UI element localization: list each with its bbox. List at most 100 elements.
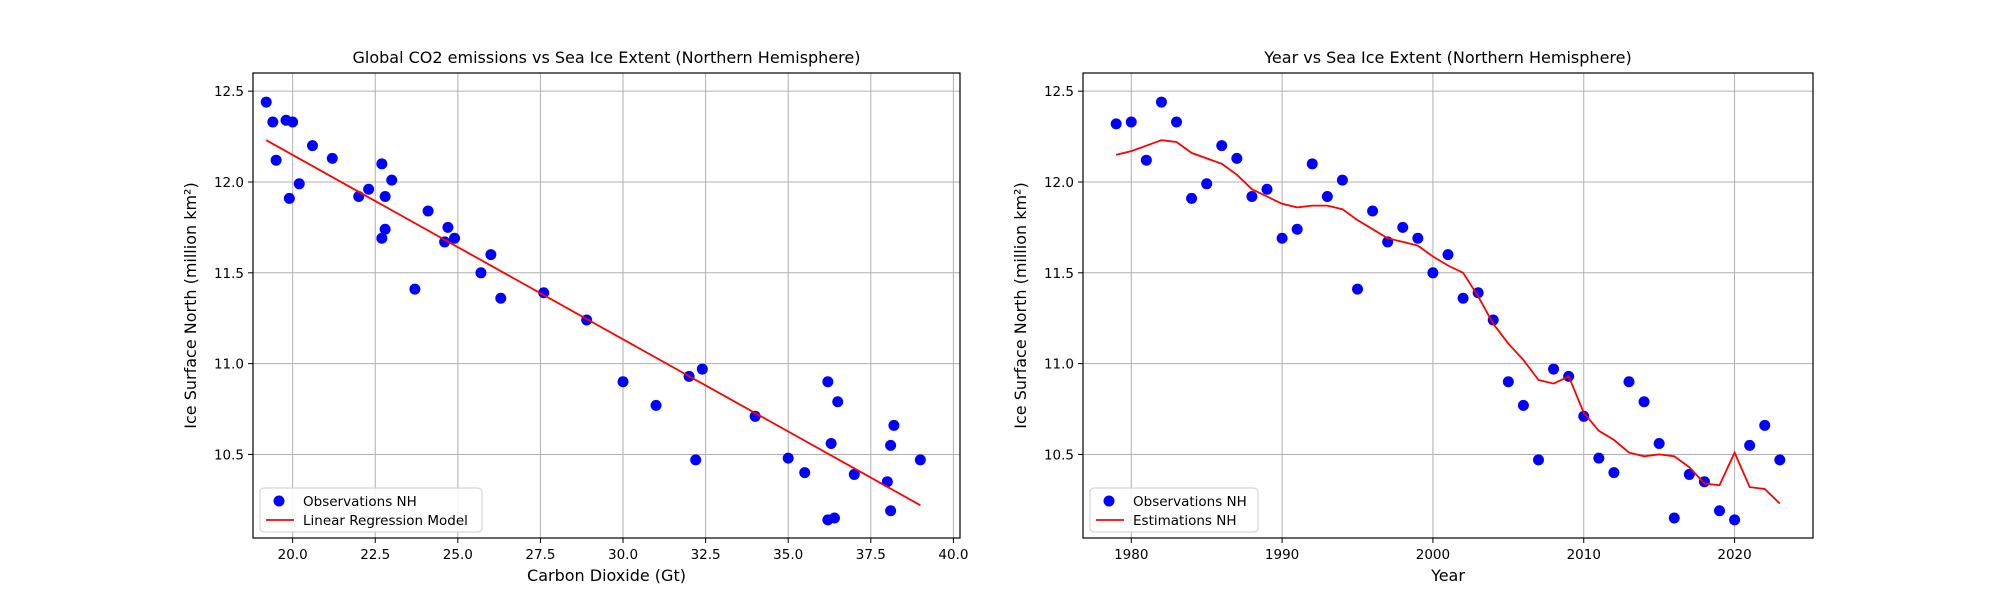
scatter-point [260, 96, 272, 108]
scatter-point [1623, 376, 1635, 388]
scatter-point [1502, 376, 1514, 388]
y-tick-label: 11.5 [214, 266, 244, 282]
scatter-point [848, 468, 860, 480]
scatter-point [1216, 140, 1228, 152]
scatter-point [1231, 152, 1243, 164]
year-vs-ice-chart: 1980 1990 2000 2010 2020 10.5 11.0 11.5 12.0 12.5… [1011, 48, 1814, 585]
y-tick-label: 12.0 [214, 175, 244, 191]
scatter-point [1186, 192, 1198, 204]
scatter-point [1548, 363, 1560, 375]
legend-label-observations: Observations NH [1133, 494, 1247, 510]
y-tick-label: 12.5 [1044, 84, 1074, 100]
scatter-point [1532, 454, 1544, 466]
scatter-point [376, 158, 388, 170]
scatter-point [885, 439, 897, 451]
scatter-point [828, 512, 840, 524]
scatter-point [1352, 283, 1364, 295]
scatter-point [449, 232, 461, 244]
scatter-point [1744, 439, 1756, 451]
scatter-point [1668, 512, 1680, 524]
scatter-point [1729, 514, 1741, 526]
scatter-point [1653, 438, 1665, 450]
legend-label-estimations: Estimations NH [1133, 513, 1236, 529]
legend-label-observations: Observations NH [303, 494, 417, 510]
x-tick-label: 25.0 [443, 547, 473, 563]
y-tick-label: 12.0 [1044, 175, 1074, 191]
scatter-point [386, 174, 398, 186]
x-tick-label: 1980 [1114, 547, 1148, 563]
scatter-point [363, 183, 375, 195]
y-tick-label: 10.5 [214, 447, 244, 463]
scatter-point [1110, 118, 1122, 130]
scatter-point [1155, 96, 1167, 108]
scatter-point [888, 419, 900, 431]
scatter-point [690, 454, 702, 466]
scatter-point [485, 249, 497, 261]
scatter-point [326, 152, 338, 164]
x-axis-label: Year [1430, 566, 1465, 585]
y-tick-label: 10.5 [1044, 447, 1074, 463]
legend-scatter-marker [1103, 495, 1115, 507]
x-tick-label: 27.5 [525, 547, 555, 563]
grid [1083, 73, 1813, 538]
scatter-point [1472, 287, 1484, 299]
scatter-point [306, 140, 318, 152]
x-tick-label: 1990 [1265, 547, 1299, 563]
plot-frame [252, 72, 961, 539]
scatter-point [475, 267, 487, 279]
scatter-point [1336, 174, 1348, 186]
series-marks [260, 96, 926, 526]
scatter-point [1608, 467, 1620, 479]
scatter-point [1638, 396, 1650, 408]
x-tick-label: 2010 [1567, 547, 1601, 563]
legend: Observations NH Linear Regression Model [259, 487, 483, 533]
scatter-point [1774, 454, 1786, 466]
scatter-point [442, 221, 454, 233]
scatter-point [799, 467, 811, 479]
scatter-point [422, 205, 434, 217]
legend-scatter-marker [273, 495, 285, 507]
scatter-point [749, 410, 761, 422]
x-tick-label: 20.0 [278, 547, 308, 563]
scatter-point [1261, 183, 1273, 195]
scatter-point [287, 116, 299, 128]
scatter-point [1140, 154, 1152, 166]
scatter-point [1201, 178, 1213, 190]
scatter-point [293, 178, 305, 190]
scatter-point [1246, 191, 1258, 203]
x-tick-label: 35.0 [773, 547, 803, 563]
x-tick-label: 37.5 [856, 547, 886, 563]
scatter-point [1578, 410, 1590, 422]
legend-box [1089, 487, 1259, 533]
scatter-point [283, 192, 295, 204]
scatter-point [1367, 205, 1379, 217]
scatter-point [1397, 221, 1409, 233]
ticks: 1980 1990 2000 2010 2020 10.5 11.0 11.5 12.0 12.5 [1044, 84, 1752, 563]
scatter-point [1593, 452, 1605, 464]
scatter-point [1713, 505, 1725, 517]
x-tick-label: 32.5 [691, 547, 721, 563]
y-tick-label: 12.5 [214, 84, 244, 100]
scatter-point [270, 154, 282, 166]
scatter-point [832, 396, 844, 408]
y-tick-label: 11.5 [1044, 266, 1074, 282]
scatter-point [1125, 116, 1137, 128]
scatter-point [1442, 249, 1454, 261]
grid [253, 73, 960, 538]
x-tick-label: 30.0 [608, 547, 638, 563]
y-axis-label: Ice Surface North (million km²) [1011, 182, 1030, 428]
series-line [1115, 139, 1781, 505]
scatter-point [1412, 232, 1424, 244]
y-tick-label: 11.0 [214, 357, 244, 373]
plot-frame [1082, 72, 1814, 539]
legend: Observations NH Estimations NH [1089, 487, 1259, 533]
x-tick-label: 40.0 [938, 547, 968, 563]
chart-title: Global CO2 emissions vs Sea Ice Extent (… [353, 48, 861, 67]
scatter-point [1171, 116, 1183, 128]
scatter-point [1759, 419, 1771, 431]
scatter-point [1276, 232, 1288, 244]
x-tick-label: 2000 [1416, 547, 1450, 563]
series-marks [1110, 96, 1786, 526]
x-axis-label: Carbon Dioxide (Gt) [527, 566, 686, 585]
